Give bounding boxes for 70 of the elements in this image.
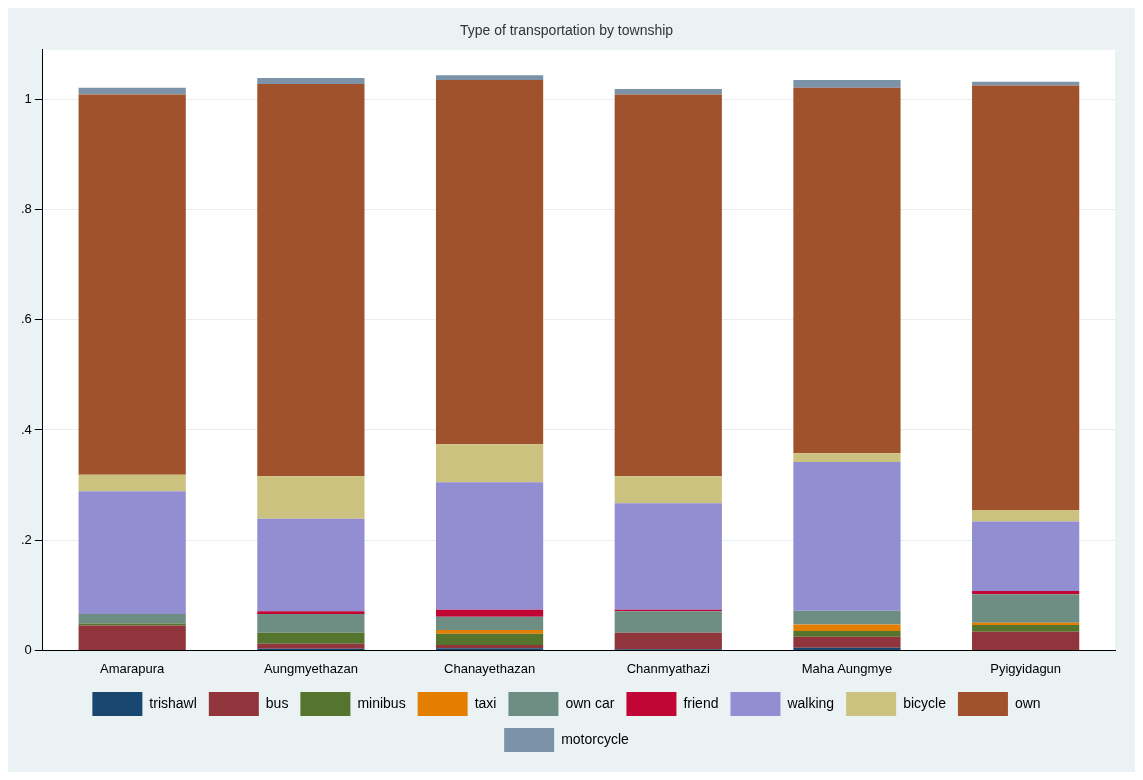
bar xyxy=(78,474,186,492)
bar xyxy=(972,85,1080,510)
bar xyxy=(435,630,544,634)
bar xyxy=(972,521,1080,591)
bar xyxy=(614,476,722,504)
bar xyxy=(614,503,722,610)
bar xyxy=(435,80,544,445)
bar xyxy=(793,624,901,632)
bar xyxy=(972,81,1080,86)
bar xyxy=(793,610,901,625)
bar xyxy=(78,87,186,95)
bar xyxy=(435,444,544,483)
legend-label: bicycle xyxy=(903,694,947,711)
bar xyxy=(257,518,365,612)
legend-label: trishawl xyxy=(149,694,197,711)
legend-label: minibus xyxy=(357,694,406,711)
bar xyxy=(257,614,365,633)
x-tick-label: Aungmyethazan xyxy=(263,660,358,676)
bar xyxy=(972,594,1080,623)
legend-label: bus xyxy=(265,694,289,711)
bar xyxy=(614,88,722,95)
bar xyxy=(257,77,365,84)
bar xyxy=(78,94,186,475)
bar xyxy=(793,461,901,611)
bar xyxy=(435,644,544,649)
y-tick-label: .4 xyxy=(21,421,32,437)
bar xyxy=(972,622,1080,626)
y-tick-label: 1 xyxy=(24,90,32,106)
bar xyxy=(435,633,544,645)
bar xyxy=(793,631,901,637)
bar xyxy=(972,590,1080,595)
legend-label: own xyxy=(1014,694,1041,711)
legend-label: motorcycle xyxy=(561,730,630,747)
bar xyxy=(793,80,901,88)
bar xyxy=(435,609,544,617)
bar xyxy=(257,476,365,519)
bar xyxy=(78,623,186,626)
x-tick-label: Chanayethazan xyxy=(444,660,536,676)
bar xyxy=(793,87,901,454)
y-tick-label: .8 xyxy=(21,201,32,217)
bar xyxy=(793,453,901,462)
bar xyxy=(78,614,186,624)
y-tick-label: 0 xyxy=(24,641,32,657)
bar xyxy=(78,625,186,650)
legend-label: own car xyxy=(565,694,615,711)
bar xyxy=(614,94,722,477)
x-tick-label: Chanmyathazi xyxy=(626,660,710,676)
bar xyxy=(435,75,544,81)
x-tick-label: Pyigyidagun xyxy=(990,660,1062,676)
bar xyxy=(435,616,544,631)
legend-label: taxi xyxy=(474,694,497,711)
legend-label: friend xyxy=(683,694,719,711)
y-tick-label: .2 xyxy=(21,531,32,547)
bar xyxy=(972,631,1080,650)
bar xyxy=(614,611,722,633)
chart-title: Type of transportation by township xyxy=(459,22,674,39)
bar xyxy=(793,636,901,648)
x-tick-label: Amarapura xyxy=(100,660,166,676)
bar xyxy=(614,632,722,650)
bar xyxy=(257,611,365,615)
bar xyxy=(257,643,365,649)
bar xyxy=(435,482,544,610)
x-tick-label: Maha Aungmye xyxy=(801,660,893,676)
bar xyxy=(257,83,365,477)
bar xyxy=(78,491,186,615)
y-tick-label: .6 xyxy=(21,311,32,327)
bar xyxy=(972,509,1080,522)
bar xyxy=(257,632,365,644)
bar xyxy=(972,625,1080,632)
legend-label: walking xyxy=(786,694,835,711)
